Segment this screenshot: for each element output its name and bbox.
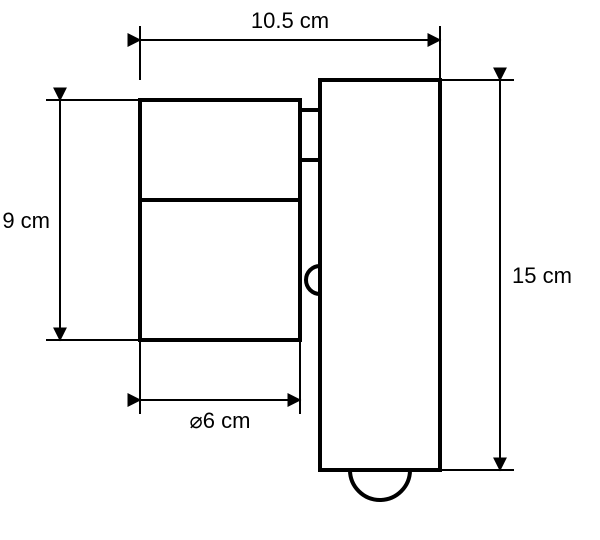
dimension-diagram: 10.5 cm 9 cm 15 cm ⌀6 cm <box>0 0 600 540</box>
neck <box>300 110 320 160</box>
side-knob <box>306 266 320 294</box>
dim-bottom: ⌀6 cm <box>140 340 300 433</box>
dim-left-label: 9 cm <box>2 208 50 233</box>
bottom-dome <box>350 470 410 500</box>
dim-top: 10.5 cm <box>140 8 440 80</box>
dim-top-label: 10.5 cm <box>251 8 329 33</box>
lamp-outline <box>140 80 440 500</box>
dim-right-label: 15 cm <box>512 263 572 288</box>
dim-left: 9 cm <box>2 100 140 340</box>
back-plate <box>320 80 440 470</box>
dim-right: 15 cm <box>440 80 572 470</box>
main-block <box>140 100 300 340</box>
dim-bottom-label: ⌀6 cm <box>190 408 251 433</box>
